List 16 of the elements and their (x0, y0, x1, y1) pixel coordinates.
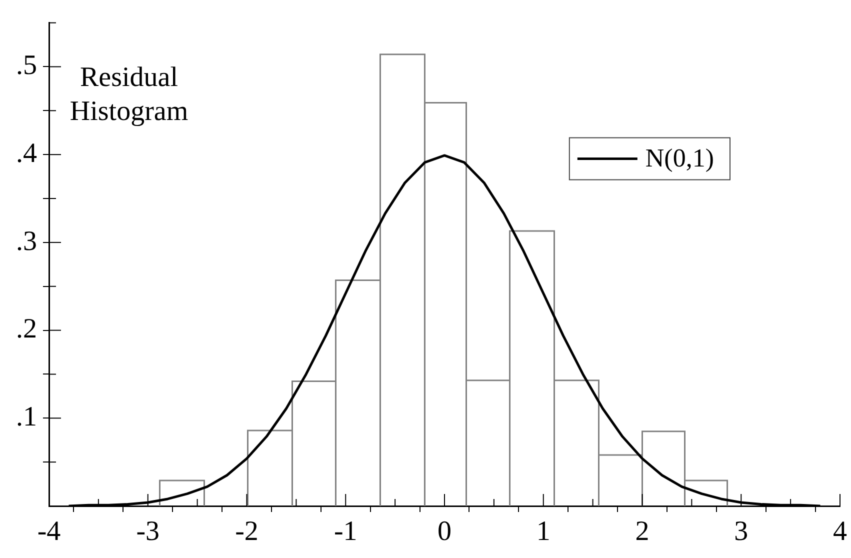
x-tick-label: 4 (833, 516, 847, 548)
legend-label: N(0,1) (645, 144, 714, 173)
y-tick-label: .3 (16, 226, 37, 257)
x-tick-label: -3 (136, 516, 160, 548)
y-tick-label: .4 (16, 138, 37, 169)
x-tick-label: 1 (536, 516, 550, 548)
x-tick-label: 0 (438, 516, 452, 548)
y-tick-label: .2 (16, 314, 37, 345)
x-tick-label: 2 (635, 516, 650, 548)
x-tick-label: 3 (734, 516, 748, 548)
x-tick-label: -4 (37, 516, 61, 548)
y-tick-label: .5 (16, 50, 37, 82)
y-tick-label: .1 (16, 402, 37, 433)
x-tick-label: -1 (334, 516, 358, 548)
x-tick-label: -2 (235, 516, 258, 548)
text: Residual Histogram (70, 62, 188, 127)
